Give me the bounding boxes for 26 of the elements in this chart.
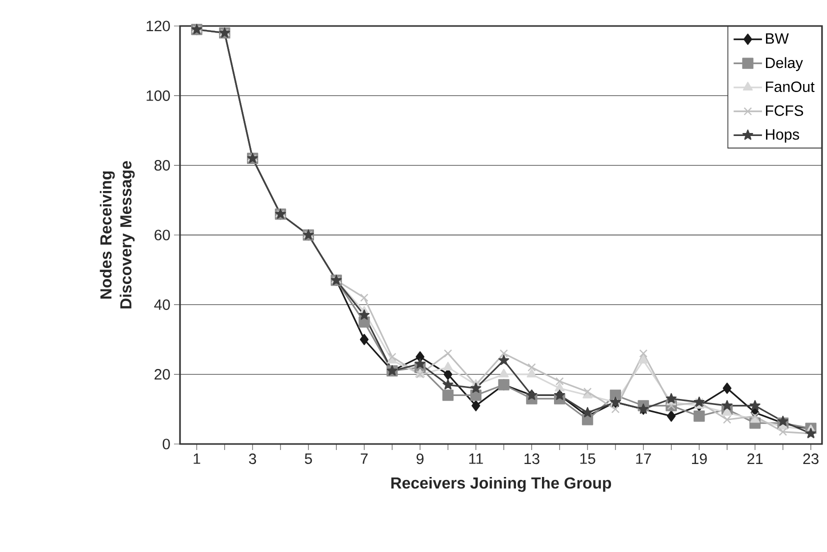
y-tick-label: 100 — [146, 90, 170, 101]
x-tick-label: 3 — [248, 454, 256, 464]
y-tick-label: 80 — [154, 160, 170, 171]
x-tick-label: 5 — [304, 454, 312, 464]
y-tick-label: 120 — [146, 20, 170, 32]
x-tick-label: 21 — [747, 454, 763, 464]
y-tick-label: 0 — [162, 438, 170, 450]
x-tick-label: 1 — [194, 454, 200, 464]
legend-label: Hops — [766, 129, 800, 143]
x-axis-title: Receivers Joining The Group — [391, 476, 612, 492]
y-tick-label: 20 — [154, 369, 170, 380]
x-tick-label: 11 — [469, 454, 483, 464]
y-tick-label: 40 — [154, 299, 170, 310]
x-tick-label: 13 — [524, 454, 540, 464]
y-tick-label: 60 — [154, 230, 170, 240]
legend-label: Delay — [766, 57, 803, 72]
legend-label: FanOut — [766, 81, 815, 92]
x-tick-label: 15 — [580, 454, 596, 464]
x-tick-label: 17 — [636, 454, 651, 464]
x-tick-label: 7 — [360, 454, 368, 464]
legend-label: BW — [766, 33, 789, 44]
x-tick-label: 23 — [803, 454, 818, 464]
x-tick-label: 19 — [692, 454, 707, 464]
y-axis-title: Nodes Receiving Discovery Message — [100, 161, 135, 308]
x-tick-label: 9 — [416, 454, 424, 464]
legend-label: FCFS — [766, 105, 804, 116]
